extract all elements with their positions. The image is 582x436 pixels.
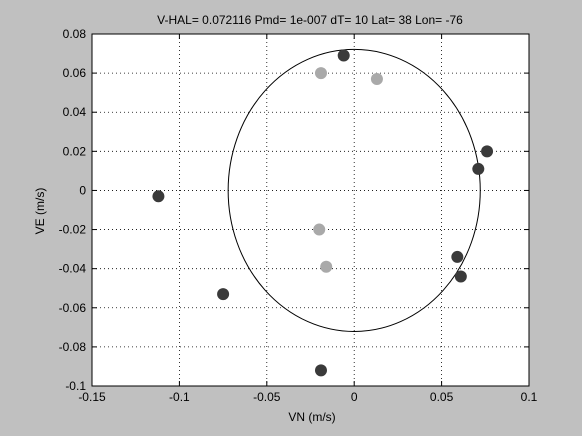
hal-circle [227,48,481,332]
scatter-point [481,145,494,158]
y-tick-label: 0.04 [63,105,87,119]
scatter-point [454,270,467,283]
scatter-point [152,190,165,203]
y-tick-label: -0.08 [59,340,87,354]
scatter-point [451,250,464,263]
x-tick-label: 0.1 [521,390,538,404]
scatter-point [314,67,327,80]
scatter-point [337,49,350,62]
y-tick-label: -0.06 [59,301,87,315]
grid [92,34,529,386]
scatter-point [320,260,333,273]
y-tick-label: -0.02 [59,223,87,237]
x-tick-label: -0.05 [253,390,281,404]
x-tick-label: -0.1 [169,390,190,404]
axes-box [91,33,530,387]
y-tick-label: -0.1 [65,379,86,393]
x-tick-label: 0.05 [430,390,454,404]
y-tick-label: -0.04 [59,262,87,276]
x-axis-label: VN (m/s) [288,410,335,424]
axes-background [92,34,529,386]
scatter-point [313,223,326,236]
y-tick-label: 0.06 [63,66,87,80]
x-tick-label: -0.15 [78,390,106,404]
x-tick-labels: -0.15 -0.1 -0.05 0 0.05 0.1 [78,390,537,404]
y-tick-label: 0.08 [63,27,87,41]
y-tick-label: 0 [79,183,86,197]
y-tick-label: 0.02 [63,144,87,158]
y-tick-labels: -0.1 -0.08 -0.06 -0.04 -0.02 0 0.02 0.04 0.06 0.0… [59,27,87,393]
scatter-point [217,288,230,301]
chart-title: V-HAL= 0.072116 Pmd= 1e-007 dT= 10 Lat= … [157,13,463,27]
x-tick-label: 0 [351,390,358,404]
plot-area [152,48,494,377]
y-axis-label: VE (m/s) [33,188,47,235]
scatter-point [370,72,383,85]
scatter-point [472,162,485,175]
scatter-point [314,364,327,377]
